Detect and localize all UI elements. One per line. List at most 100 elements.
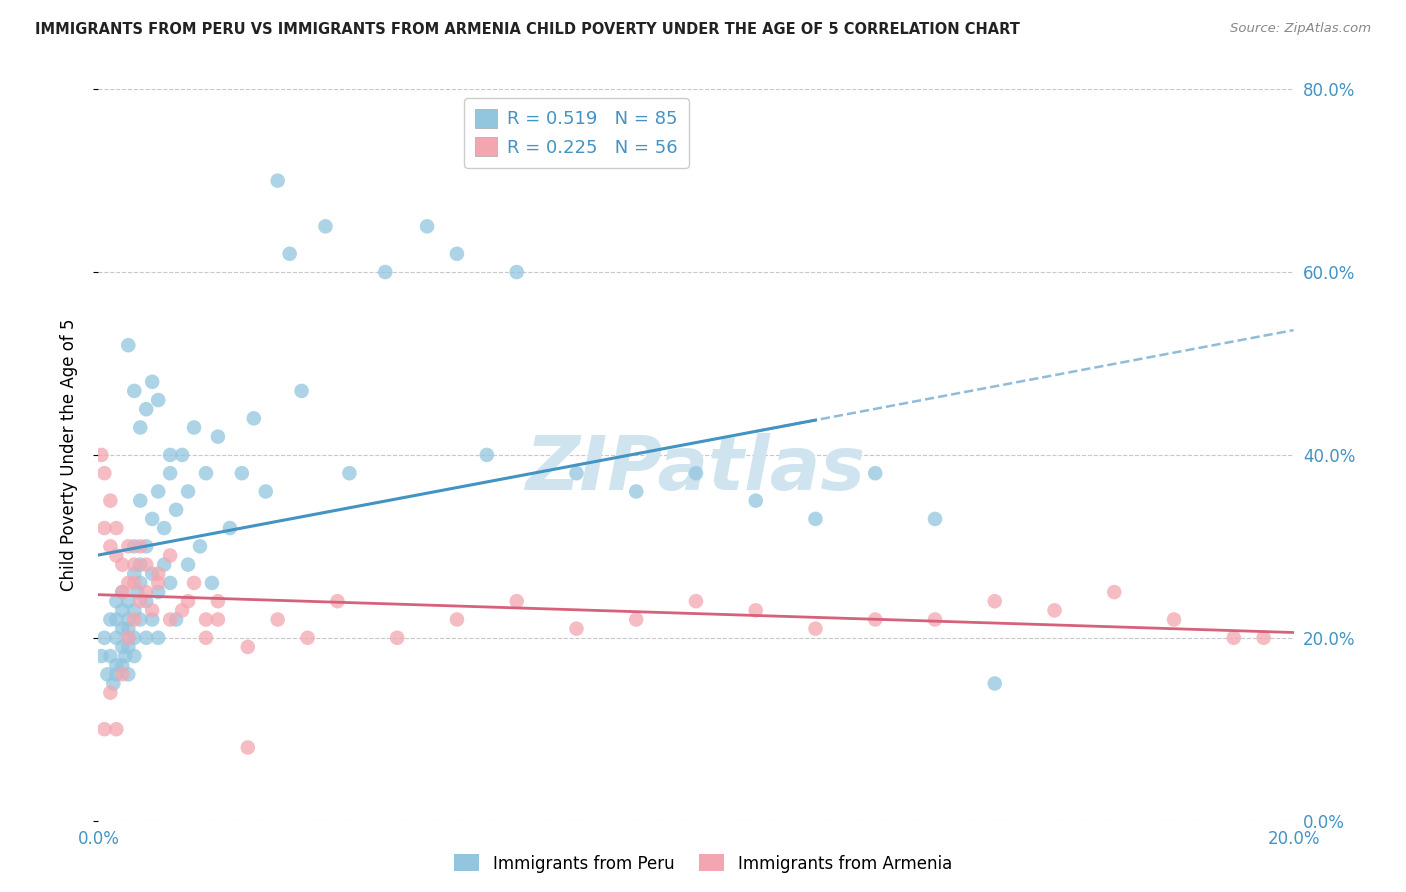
- Point: [231, 466, 253, 480]
- Point: [565, 466, 588, 480]
- Point: [315, 219, 337, 234]
- Point: [105, 667, 128, 681]
- Point: [297, 631, 319, 645]
- Point: [207, 613, 229, 627]
- Point: [183, 576, 205, 591]
- Point: [129, 539, 152, 553]
- Point: [105, 594, 128, 608]
- Point: [148, 631, 170, 645]
- Point: [111, 622, 134, 636]
- Point: [111, 585, 134, 599]
- Text: IMMIGRANTS FROM PERU VS IMMIGRANTS FROM ARMENIA CHILD POVERTY UNDER THE AGE OF 5: IMMIGRANTS FROM PERU VS IMMIGRANTS FROM …: [35, 22, 1019, 37]
- Point: [111, 667, 134, 681]
- Point: [117, 338, 139, 352]
- Point: [195, 466, 218, 480]
- Point: [105, 631, 128, 645]
- Point: [446, 613, 468, 627]
- Point: [1163, 613, 1185, 627]
- Point: [129, 558, 152, 572]
- Point: [626, 484, 648, 499]
- Point: [506, 265, 529, 279]
- Point: [745, 603, 768, 617]
- Point: [236, 640, 259, 654]
- Point: [278, 246, 301, 260]
- Legend: Immigrants from Peru, Immigrants from Armenia: Immigrants from Peru, Immigrants from Ar…: [447, 847, 959, 880]
- Point: [124, 566, 146, 581]
- Point: [111, 658, 134, 673]
- Point: [135, 402, 157, 417]
- Point: [685, 466, 707, 480]
- Point: [984, 594, 1007, 608]
- Point: [207, 594, 229, 608]
- Point: [98, 539, 122, 553]
- Point: [114, 649, 136, 664]
- Point: [93, 723, 115, 737]
- Point: [98, 649, 122, 664]
- Point: [984, 676, 1007, 690]
- Point: [98, 686, 122, 700]
- Point: [124, 649, 146, 664]
- Point: [148, 576, 170, 591]
- Point: [98, 613, 122, 627]
- Point: [117, 631, 139, 645]
- Point: [141, 603, 163, 617]
- Point: [90, 649, 112, 664]
- Point: [243, 411, 266, 425]
- Point: [1104, 585, 1126, 599]
- Point: [129, 613, 152, 627]
- Point: [93, 631, 115, 645]
- Point: [127, 585, 149, 599]
- Point: [117, 539, 139, 553]
- Point: [111, 640, 134, 654]
- Point: [129, 420, 152, 434]
- Point: [177, 594, 200, 608]
- Point: [165, 503, 187, 517]
- Point: [326, 594, 349, 608]
- Legend: R = 0.519   N = 85, R = 0.225   N = 56: R = 0.519 N = 85, R = 0.225 N = 56: [464, 98, 689, 168]
- Point: [124, 576, 146, 591]
- Point: [254, 484, 277, 499]
- Point: [93, 466, 115, 480]
- Point: [129, 493, 152, 508]
- Point: [267, 613, 290, 627]
- Point: [183, 420, 205, 434]
- Point: [236, 740, 259, 755]
- Point: [105, 613, 128, 627]
- Point: [135, 558, 157, 572]
- Point: [267, 173, 290, 188]
- Point: [172, 448, 194, 462]
- Point: [924, 613, 946, 627]
- Point: [117, 613, 139, 627]
- Point: [219, 521, 242, 535]
- Point: [159, 613, 181, 627]
- Point: [117, 594, 139, 608]
- Point: [117, 631, 139, 645]
- Point: [1223, 631, 1246, 645]
- Point: [1043, 603, 1066, 617]
- Text: ZIPatlas: ZIPatlas: [526, 433, 866, 506]
- Point: [159, 466, 181, 480]
- Point: [685, 594, 707, 608]
- Point: [98, 493, 122, 508]
- Point: [105, 549, 128, 563]
- Point: [129, 576, 152, 591]
- Point: [117, 667, 139, 681]
- Point: [124, 539, 146, 553]
- Point: [124, 558, 146, 572]
- Point: [159, 549, 181, 563]
- Point: [90, 448, 112, 462]
- Point: [291, 384, 314, 398]
- Point: [117, 576, 139, 591]
- Point: [135, 594, 157, 608]
- Point: [385, 631, 409, 645]
- Point: [96, 667, 118, 681]
- Y-axis label: Child Poverty Under the Age of 5: Child Poverty Under the Age of 5: [59, 318, 77, 591]
- Point: [124, 613, 146, 627]
- Point: [159, 448, 181, 462]
- Point: [93, 521, 115, 535]
- Point: [416, 219, 439, 234]
- Point: [141, 512, 163, 526]
- Point: [446, 246, 468, 260]
- Point: [745, 493, 768, 508]
- Point: [148, 566, 170, 581]
